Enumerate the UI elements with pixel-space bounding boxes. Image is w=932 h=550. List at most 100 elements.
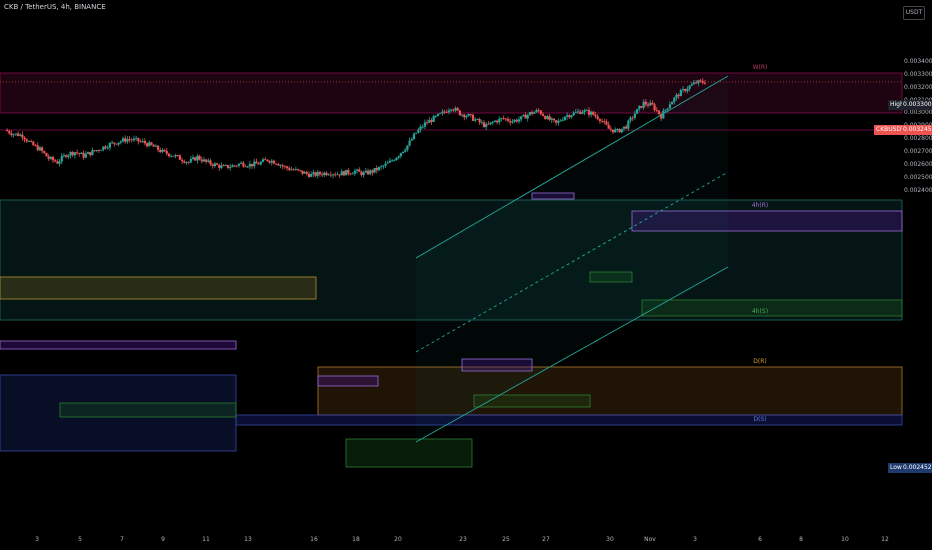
zone-label: 4h(S) (751, 308, 769, 315)
candle-body (375, 167, 378, 171)
candle-body (640, 106, 643, 108)
channel-mid-line (415, 171, 729, 353)
candle-body (417, 129, 420, 133)
candle-body (132, 138, 136, 141)
candle-body (180, 159, 184, 162)
candle-body (205, 159, 208, 162)
candle-body (425, 122, 429, 124)
candle-body (137, 137, 140, 142)
candle-body (662, 110, 665, 119)
candle-body (478, 118, 481, 123)
candle-body (145, 143, 149, 147)
candle-body (522, 114, 525, 117)
candle-body (202, 159, 206, 162)
y-tick-label: 0.002700 (904, 147, 932, 155)
candle-body (58, 161, 61, 164)
candle-body (60, 155, 63, 162)
x-tick-label: 16 (310, 536, 318, 543)
candle-body (27, 141, 31, 142)
candle-body (393, 160, 396, 161)
candle-body (325, 172, 328, 175)
candle-body (10, 133, 13, 136)
candle-body (684, 89, 687, 92)
candle-body (189, 158, 192, 163)
candle-body (430, 120, 433, 122)
candle-body (253, 161, 256, 167)
candle-body (618, 129, 621, 133)
candle-body (80, 152, 83, 155)
y-tick-label: 0.002800 (904, 135, 932, 143)
unit-badge[interactable]: USDT (903, 6, 925, 20)
x-tick-label: 18 (352, 536, 360, 543)
x-tick-label: 5 (78, 536, 82, 543)
candle-body (625, 126, 628, 129)
candle-body (178, 155, 182, 160)
candle-body (533, 112, 536, 114)
candle-body (8, 131, 11, 134)
x-tick-label: 6 (758, 536, 762, 543)
candle-body (600, 121, 604, 122)
candle-body (690, 84, 693, 86)
candle-body (310, 174, 313, 177)
candle-body (550, 118, 553, 120)
candle-body (539, 110, 542, 115)
candle-body (592, 111, 595, 115)
candle-body (436, 113, 440, 116)
candle-body (242, 162, 245, 167)
candle-body (369, 170, 372, 175)
candle-body (355, 169, 359, 171)
candle-body (231, 165, 234, 168)
candle-body (102, 146, 105, 150)
candle-body (115, 143, 118, 145)
candle-body (264, 159, 267, 161)
x-tick-label: 9 (161, 536, 165, 543)
candle-body (555, 120, 558, 123)
candle-body (559, 120, 562, 122)
candle-body (229, 167, 232, 169)
candle-body (21, 134, 24, 138)
candle-body (651, 102, 654, 105)
candle-body (93, 150, 96, 152)
candle-body (329, 174, 332, 176)
candle-body (629, 117, 632, 121)
candle-body (89, 152, 92, 156)
candle-body (423, 122, 427, 127)
candle-body (218, 164, 221, 168)
candle-body (504, 118, 507, 120)
candle-body (631, 117, 634, 119)
candle-body (664, 109, 667, 111)
candle-body (312, 172, 315, 175)
candle-body (476, 118, 479, 120)
candle-body (415, 132, 418, 134)
candle-body (362, 172, 365, 176)
candle-body (314, 172, 317, 176)
candle-body (469, 114, 472, 115)
candle-body (156, 145, 160, 150)
candle-body (124, 138, 127, 142)
candle-body (627, 120, 630, 129)
candle-body (390, 160, 394, 162)
candle-body (603, 121, 606, 123)
candle-body (318, 172, 322, 175)
candle-body (697, 80, 700, 84)
candle-body (130, 139, 133, 141)
candle-body (338, 174, 341, 176)
candle-body (54, 160, 57, 162)
candle-body (388, 160, 392, 163)
candle-body (360, 171, 363, 176)
left-green-zone (59, 402, 237, 418)
candle-body (513, 119, 516, 122)
x-tick-label: 30 (606, 536, 614, 543)
candle-body (296, 169, 300, 171)
candle-body (292, 169, 295, 171)
y-tick-label: 0.003300 (904, 70, 932, 78)
candle-body (183, 161, 186, 163)
candle-body (25, 139, 28, 142)
candle-body (290, 169, 293, 171)
candle-body (635, 109, 639, 114)
candle-body (152, 144, 155, 147)
x-tick-label: 10 (841, 536, 849, 543)
candle-body (36, 145, 39, 151)
candle-body (570, 115, 573, 118)
